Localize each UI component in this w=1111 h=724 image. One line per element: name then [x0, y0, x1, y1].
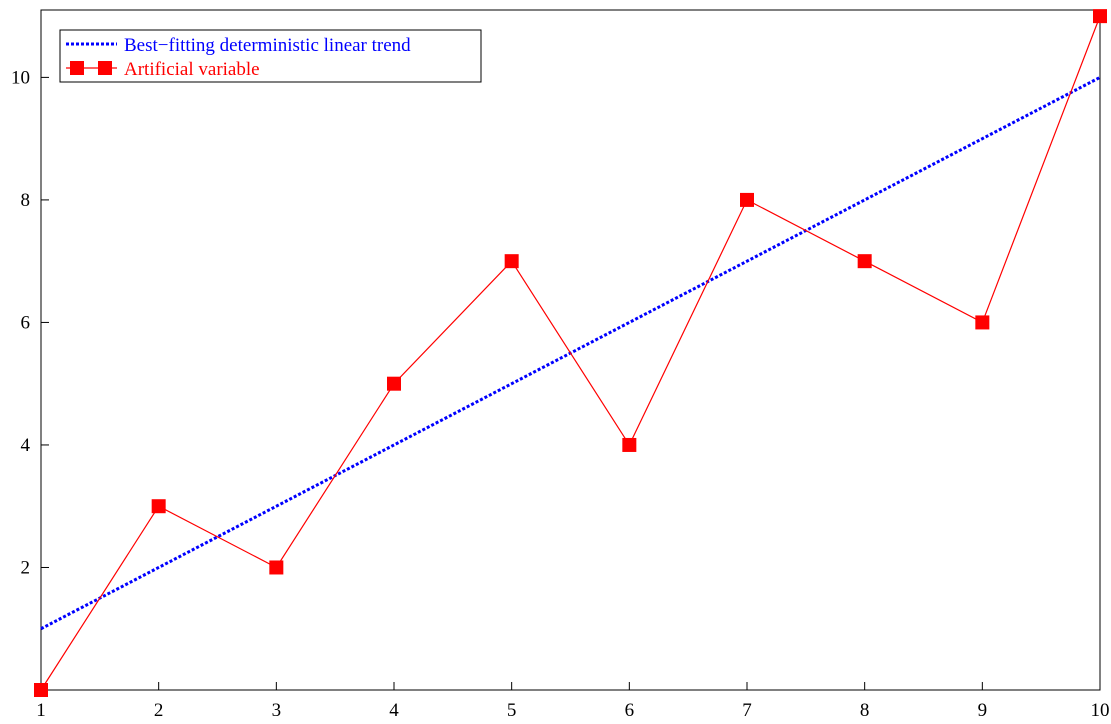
y-tick-label: 8 — [21, 190, 31, 211]
series-line-artificial — [40, 15, 1101, 691]
data-point-marker — [622, 437, 637, 452]
data-point-marker — [975, 315, 990, 330]
data-point-marker — [151, 499, 166, 514]
x-tick-label: 2 — [154, 700, 164, 719]
data-point-marker — [504, 254, 519, 269]
y-axis-ticks: 2 4 6 8 10 — [11, 67, 49, 578]
y-tick-label: 6 — [21, 312, 31, 333]
legend-marker-artificial-1 — [70, 61, 84, 75]
plot-frame — [40, 9, 1101, 691]
x-tick-label: 4 — [389, 700, 399, 719]
x-tick-label: 3 — [272, 700, 282, 719]
y-tick-label: 4 — [21, 435, 31, 456]
data-point-marker — [857, 254, 872, 269]
legend-marker-artificial-2 — [98, 61, 112, 75]
series-layer — [34, 9, 1107, 697]
data-point-marker — [34, 683, 48, 697]
legend: Best−fitting deterministic linear trend … — [59, 29, 482, 83]
x-tick-label: 6 — [625, 700, 635, 719]
x-tick-label: 8 — [860, 700, 870, 719]
legend-label-artificial: Artificial variable — [124, 59, 260, 80]
y-tick-label: 2 — [21, 557, 31, 578]
y-tick-label: 10 — [11, 67, 30, 88]
legend-box — [59, 29, 482, 83]
x-tick-label: 10 — [1091, 700, 1110, 719]
x-tick-label: 7 — [742, 700, 752, 719]
x-tick-label: 1 — [36, 700, 46, 719]
x-tick-label: 9 — [978, 700, 988, 719]
data-point-marker — [387, 376, 401, 391]
data-point-marker — [740, 192, 754, 207]
x-tick-label: 5 — [507, 700, 517, 719]
data-point-marker — [269, 560, 284, 575]
x-axis-ticks: 1 2 3 4 5 6 7 8 9 10 — [36, 682, 1110, 721]
data-point-marker — [1093, 9, 1107, 24]
legend-label-trend: Best−fitting deterministic linear trend — [124, 35, 411, 56]
